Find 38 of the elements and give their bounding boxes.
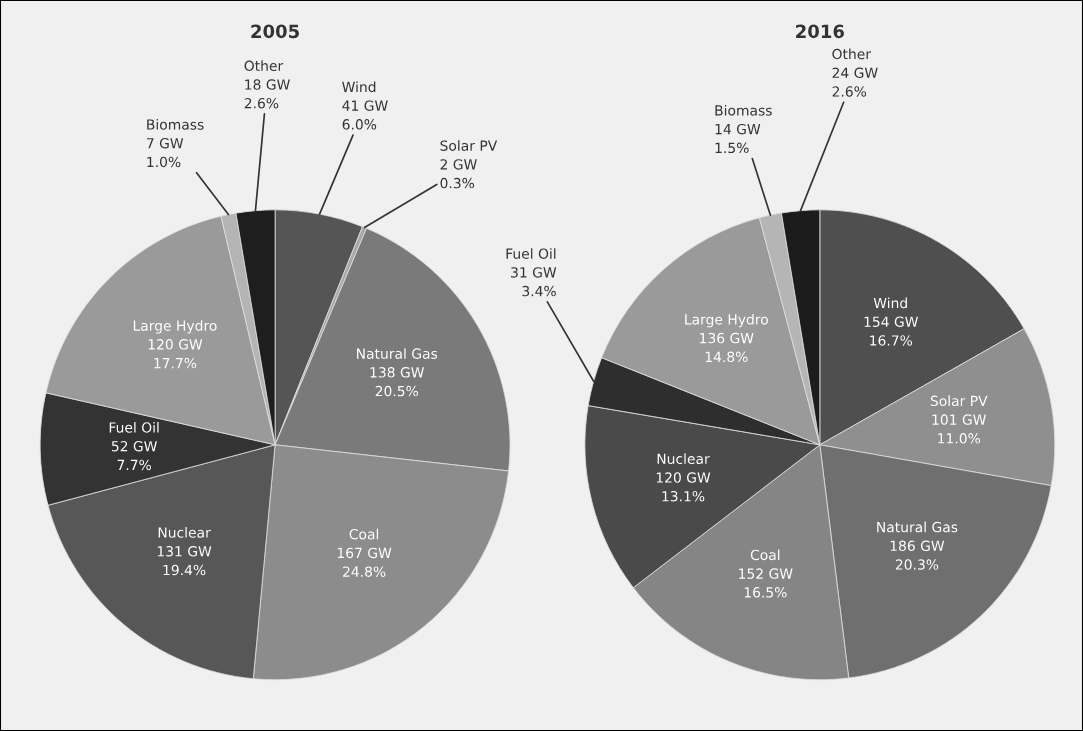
data-label: 120 GW 17.7% [148, 339, 203, 369]
data-label: 14 GW 1.5% [715, 123, 761, 154]
slice-label: Fuel Oil [506, 248, 556, 259]
data-label: 31 GW 3.4% [511, 267, 557, 297]
slice-label: Large Hydro [685, 313, 768, 328]
slice-label: Large Hydro [133, 320, 217, 334]
data-label: 138 GW 20.5% [370, 367, 424, 397]
slice-label: Natural Gas [357, 348, 438, 359]
slice-label: Wind [873, 297, 907, 309]
data-label: 167 GW 24.8% [337, 547, 392, 577]
data-label: 41 GW 6.0% [342, 100, 388, 130]
data-label: 7 GW 1.0% [146, 137, 184, 168]
slice-label: Natural Gas [877, 521, 958, 533]
data-label: 24 GW 2.6% [832, 67, 878, 97]
slice-label: Coal [349, 528, 379, 540]
slice-label: Nuclear [657, 453, 710, 465]
data-label: 52 GW 7.7% [111, 440, 157, 471]
slice-label: Biomass [147, 119, 204, 130]
data-label: 2 GW 0.3% [440, 159, 477, 189]
slice-label: Nuclear [158, 527, 211, 538]
slice-label: Coal [750, 549, 780, 561]
slice-label: Solar PV [440, 140, 498, 151]
data-label: 101 GW 11.0% [932, 414, 987, 444]
chart-title: 2016 [796, 24, 844, 39]
data-label: 131 GW 19.4% [157, 546, 212, 576]
data-label: 136 GW 14.8% [700, 332, 754, 363]
data-label: 152 GW 16.5% [739, 568, 793, 598]
slice-label: Solar PV [930, 395, 988, 407]
slice-label: Biomass [715, 104, 772, 116]
slice-label: Other [832, 48, 872, 60]
chart-title: 2005 [251, 24, 299, 39]
data-label: 186 GW 20.3% [890, 540, 945, 570]
data-label: 154 GW 16.7% [864, 316, 918, 346]
data-label: 120 GW 13.1% [656, 472, 711, 502]
slice-label: Fuel Oil [109, 421, 159, 433]
slice-label: Wind [342, 81, 376, 93]
data-label: 18 GW 2.6% [244, 79, 290, 109]
slice-label: Other [244, 60, 284, 72]
